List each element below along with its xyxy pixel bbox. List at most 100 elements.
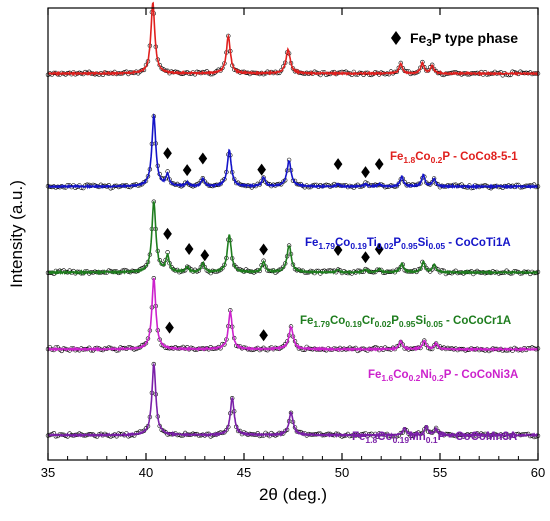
label-part: - CoCoTi1A [445,237,511,249]
series-label: Fe1.79Co0.19Ti0.02P0.95Si0.05 - CoCoTi1A [305,237,511,251]
y-axis-title: Intensity (a.u.) [7,180,26,288]
label-part: P - CoCo8-5-1 [442,151,518,163]
fe3p-marker [361,251,370,264]
fe3p-marker [374,243,384,256]
label-part: Cr [362,315,375,327]
series-line [47,362,539,439]
x-tick-layer: 35 40 45 50 55 60 [41,8,545,480]
label-subscript: 0.19 [393,435,410,445]
label-subscript: 0.19 [350,241,367,251]
label-subscript: 0.2 [432,373,444,383]
data-point [143,341,149,346]
label-subscript: 1.8 [403,155,415,165]
fe3p-marker [163,147,172,160]
label-subscript: 0.19 [345,319,362,329]
label-part: Co [335,237,350,249]
fe3p-marker [200,249,210,262]
x-axis-title: 2θ (deg.) [259,485,327,504]
x-tick-label: 60 [531,465,545,480]
label-part: Co [377,431,392,443]
data-point [279,68,284,73]
fe3p-marker [333,158,343,171]
series-label-layer: Fe1.8Co0.2P - CoCo8-5-1Fe1.79Co0.19Ti0.0… [300,151,518,445]
data-point [431,176,437,181]
label-subscript: 1.79 [313,319,330,329]
data-point [222,177,227,182]
series-line [47,1,539,77]
data-point [433,341,439,346]
fe3p-marker [165,321,174,334]
label-part: P - CoCoMn3A [438,431,518,443]
x-tick-label: 35 [41,465,55,480]
legend-diamond-marker [390,31,402,45]
fe3p-marker [184,243,194,256]
label-subscript: 0.2 [431,155,443,165]
label-subscript: 1.8 [365,435,377,445]
series-label: Fe1.79Co0.19Cr0.02P0.95Si0.05 - CoCoCr1A [300,315,511,329]
label-part: Fe [390,151,403,163]
label-part: P - CoCoNi3A [444,369,519,381]
label-part: Fe [300,315,313,327]
data-point [143,263,149,268]
series-label: Fe1.6Co0.2Ni0.2P - CoCoNi3A [368,369,518,383]
series-line [47,201,539,276]
legend-part: P type phase [432,30,518,46]
label-subscript: 0.02 [377,241,394,251]
label-part: Ni [420,369,432,381]
plot-frame [47,7,539,461]
label-subscript: 0.05 [426,319,443,329]
series-1 [45,113,541,191]
data-point [261,175,266,180]
data-point [222,342,227,347]
data-point [398,430,403,436]
x-tick-label: 55 [433,465,447,480]
fe3p-marker [182,164,192,177]
series-line [47,277,538,353]
label-subscript: 0.05 [429,241,446,251]
series-layer [45,1,541,440]
label-part: P [393,237,401,249]
x-tick-label: 40 [139,465,153,480]
label-subscript: 0.2 [409,373,421,383]
label-part: Co [393,369,408,381]
label-part: Fe [305,237,318,249]
label-part: P [391,315,399,327]
fe3p-marker [257,163,266,176]
series-4 [45,361,541,440]
data-point [420,430,425,436]
label-subscript: 0.95 [401,241,418,251]
label-subscript: 0.02 [375,319,392,329]
label-part: Co [415,151,430,163]
data-point [422,338,427,343]
fe3p-marker-layer [163,147,384,342]
legend-subscript: 3 [426,38,432,49]
label-part: Ti [367,237,377,249]
fe3p-marker [163,227,172,240]
series-label: Fe1.8Co0.19Mn0.1P - CoCoMn3A [352,431,517,445]
fe3p-marker [259,243,268,256]
data-point [220,266,225,271]
label-subscript: 0.1 [426,435,438,445]
label-part: Fe [368,369,381,381]
series-line [47,113,538,190]
label-subscript: 1.6 [381,373,393,383]
x-tick-label: 45 [237,465,251,480]
data-point [430,180,435,185]
data-point [363,266,368,272]
series-0 [45,1,541,78]
label-part: Fe [352,431,365,443]
label-part: Co [330,315,345,327]
label-subscript: 0.95 [399,319,416,329]
fe3p-marker [259,329,268,342]
fe3p-marker [361,166,370,179]
label-part: Mn [409,431,426,443]
legend-label: Fe3P type phase [410,30,518,49]
legend-part: Fe [410,30,427,46]
label-part: - CoCoCr1A [443,315,511,327]
series-3 [45,276,541,354]
label-part: Si [418,237,429,249]
x-tick-label: 50 [335,465,349,480]
legend: Fe3P type phase [390,30,518,49]
fe3p-marker [333,244,343,257]
